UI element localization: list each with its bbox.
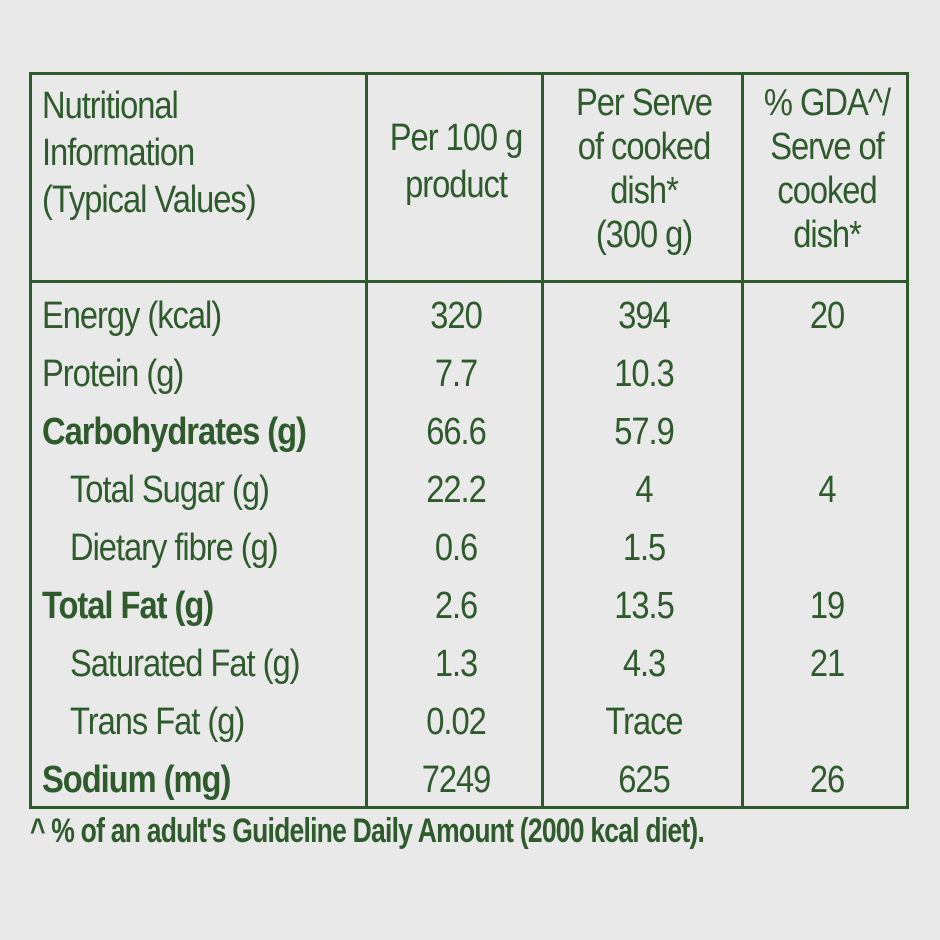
header-divider xyxy=(32,280,906,283)
per-100g-value: 320 xyxy=(430,295,482,337)
per-serve-value: 4.3 xyxy=(622,643,666,685)
table-row: Total Sugar (g) 22.2 4 4 xyxy=(32,461,906,519)
table-row: Total Fat (g) 2.6 13.5 19 xyxy=(32,577,906,635)
gda-value xyxy=(756,519,899,577)
per-100g-value: 66.6 xyxy=(426,411,487,453)
per-100g-value: 1.3 xyxy=(434,643,478,685)
nutrient-name: Sodium (mg) xyxy=(42,759,231,801)
nutrition-table: Nutritional Information (Typical Values)… xyxy=(29,72,909,809)
per-100g-value: 2.6 xyxy=(434,585,478,627)
nutrient-name: Trans Fat (g) xyxy=(70,701,245,743)
gda-value xyxy=(756,345,899,403)
nutrient-name: Carbohydrates (g) xyxy=(42,411,307,453)
per-serve-value: 10.3 xyxy=(614,353,675,395)
per-100g-value: 7.7 xyxy=(434,353,478,395)
per-serve-value: 625 xyxy=(618,759,670,801)
gda-value: 4 xyxy=(818,469,836,511)
per-serve-value: 57.9 xyxy=(614,411,675,453)
column-divider xyxy=(541,75,544,806)
table-row: Dietary fibre (g) 0.6 1.5 xyxy=(32,519,906,577)
gda-value: 21 xyxy=(809,643,845,685)
gda-value: 20 xyxy=(809,295,845,337)
nutrient-rows: Energy (kcal) 320 394 20 Protein (g) 7.7… xyxy=(32,287,906,809)
per-serve-value: Trace xyxy=(605,701,683,743)
header-per-100g: Per 100 g product xyxy=(389,117,523,206)
per-100g-value: 7249 xyxy=(421,759,492,801)
table-row: Sodium (mg) 7249 625 26 xyxy=(32,751,906,809)
column-divider xyxy=(365,75,368,806)
per-serve-value: 1.5 xyxy=(622,527,666,569)
table-row: Saturated Fat (g) 1.3 4.3 21 xyxy=(32,635,906,693)
gda-value: 19 xyxy=(809,585,845,627)
table-row: Trans Fat (g) 0.02 Trace xyxy=(32,693,906,751)
column-divider xyxy=(741,75,744,806)
gda-value xyxy=(756,403,899,461)
per-serve-value: 4 xyxy=(635,469,653,511)
per-serve-value: 394 xyxy=(618,295,670,337)
per-serve-value: 13.5 xyxy=(614,585,675,627)
nutrient-name: Total Fat (g) xyxy=(42,585,214,627)
gda-value xyxy=(756,693,899,751)
header-gda: % GDA^/ Serve of cooked dish* xyxy=(763,82,891,256)
table-row: Carbohydrates (g) 66.6 57.9 xyxy=(32,403,906,461)
nutrient-name: Saturated Fat (g) xyxy=(70,643,301,685)
nutrient-name: Energy (kcal) xyxy=(42,295,222,337)
per-100g-value: 0.02 xyxy=(426,701,487,743)
header-per-serve: Per Serve of cooked dish* (300 g) xyxy=(575,82,713,256)
nutrient-name: Protein (g) xyxy=(42,353,184,395)
nutrient-name: Total Sugar (g) xyxy=(70,469,270,511)
gda-footnote: ^ % of an adult's Guideline Daily Amount… xyxy=(30,812,705,850)
gda-value: 26 xyxy=(809,759,845,801)
per-100g-value: 22.2 xyxy=(426,469,487,511)
table-row: Protein (g) 7.7 10.3 xyxy=(32,345,906,403)
nutrient-name: Dietary fibre (g) xyxy=(70,527,279,569)
header-nutritional-information: Nutritional Information (Typical Values) xyxy=(42,85,257,221)
per-100g-value: 0.6 xyxy=(434,527,478,569)
table-row: Energy (kcal) 320 394 20 xyxy=(32,287,906,345)
